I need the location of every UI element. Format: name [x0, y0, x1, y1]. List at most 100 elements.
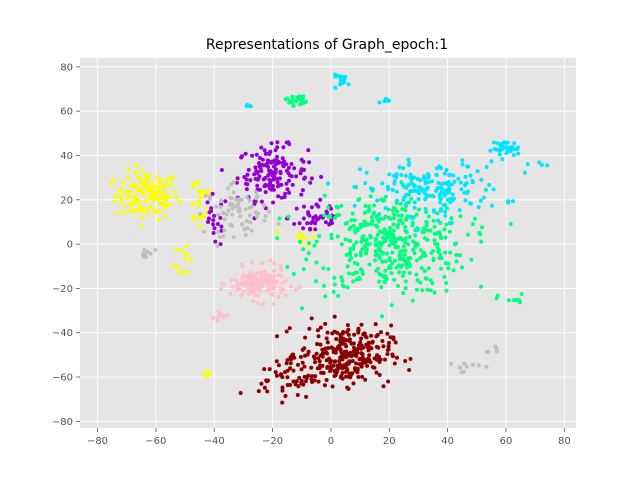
- data-point: [118, 195, 123, 200]
- data-point: [352, 353, 357, 358]
- data-point: [274, 373, 279, 378]
- data-point: [302, 167, 306, 172]
- data-point: [224, 212, 229, 217]
- data-point: [326, 181, 331, 186]
- data-point: [352, 218, 357, 223]
- data-point: [408, 214, 413, 219]
- data-point: [191, 217, 196, 222]
- data-point: [196, 181, 201, 186]
- data-point: [285, 96, 290, 101]
- data-point: [476, 363, 481, 368]
- data-point: [292, 222, 297, 226]
- data-point: [493, 344, 498, 349]
- data-point: [242, 175, 247, 179]
- data-point: [303, 335, 308, 340]
- data-point: [447, 229, 452, 234]
- data-point: [511, 153, 516, 157]
- data-point: [322, 213, 327, 218]
- data-point: [143, 182, 148, 187]
- data-point: [340, 341, 345, 346]
- data-point: [443, 203, 448, 208]
- data-point: [380, 259, 385, 264]
- data-point: [259, 169, 264, 173]
- data-point: [185, 271, 190, 275]
- data-point: [294, 174, 299, 179]
- data-point: [384, 96, 389, 101]
- data-points: [109, 72, 550, 405]
- data-point: [375, 332, 380, 337]
- x-tick-label: −80: [87, 436, 108, 447]
- data-point: [353, 366, 357, 371]
- data-point: [410, 298, 415, 303]
- data-point: [238, 214, 243, 219]
- data-point: [438, 197, 443, 202]
- data-point: [303, 175, 307, 180]
- series-0: [109, 163, 316, 379]
- data-point: [248, 284, 253, 289]
- data-point: [399, 213, 404, 218]
- data-point: [390, 208, 395, 213]
- data-point: [286, 214, 291, 219]
- data-point: [143, 255, 148, 260]
- data-point: [437, 185, 442, 190]
- data-point: [361, 332, 366, 337]
- data-point: [401, 270, 406, 275]
- data-point: [188, 257, 193, 262]
- data-point: [492, 140, 496, 145]
- data-point: [432, 231, 437, 236]
- data-point: [277, 176, 282, 181]
- data-point: [285, 358, 290, 362]
- series-6: [238, 314, 413, 405]
- y-tick-label: −20: [52, 284, 73, 295]
- data-point: [338, 78, 343, 83]
- data-point: [270, 171, 275, 176]
- data-point: [352, 203, 357, 208]
- data-point: [294, 379, 299, 384]
- data-point: [218, 215, 223, 220]
- data-point: [257, 161, 261, 165]
- data-point: [345, 285, 350, 290]
- data-point: [459, 187, 464, 192]
- data-point: [484, 165, 489, 169]
- data-point: [275, 140, 280, 145]
- data-point: [460, 265, 464, 270]
- data-point: [339, 354, 344, 358]
- data-point: [218, 234, 222, 239]
- data-point: [425, 287, 430, 292]
- data-point: [383, 259, 388, 264]
- data-point: [506, 200, 511, 205]
- data-point: [318, 197, 323, 202]
- data-point: [442, 227, 447, 232]
- data-point: [353, 230, 358, 235]
- data-point: [309, 205, 314, 210]
- data-point: [120, 180, 125, 185]
- data-point: [418, 280, 423, 285]
- data-point: [269, 141, 274, 146]
- data-point: [343, 237, 348, 242]
- data-point: [211, 231, 216, 235]
- data-point: [389, 236, 394, 241]
- data-point: [350, 359, 355, 363]
- data-point: [386, 379, 391, 384]
- data-point: [255, 171, 260, 175]
- data-point: [123, 190, 128, 195]
- data-point: [411, 247, 416, 252]
- data-point: [447, 183, 451, 188]
- data-point: [278, 285, 283, 290]
- data-point: [254, 214, 259, 219]
- data-point: [284, 162, 289, 167]
- data-point: [329, 232, 334, 237]
- data-point: [375, 224, 380, 229]
- data-point: [309, 374, 314, 379]
- data-point: [139, 180, 144, 185]
- data-point: [359, 336, 364, 341]
- data-point: [259, 381, 264, 386]
- data-point: [135, 201, 140, 206]
- data-point: [340, 283, 345, 288]
- data-point: [268, 258, 273, 263]
- data-point: [354, 240, 359, 245]
- y-tick-label: −60: [52, 373, 73, 384]
- data-point: [400, 207, 405, 212]
- data-point: [190, 202, 195, 207]
- data-point: [346, 82, 351, 87]
